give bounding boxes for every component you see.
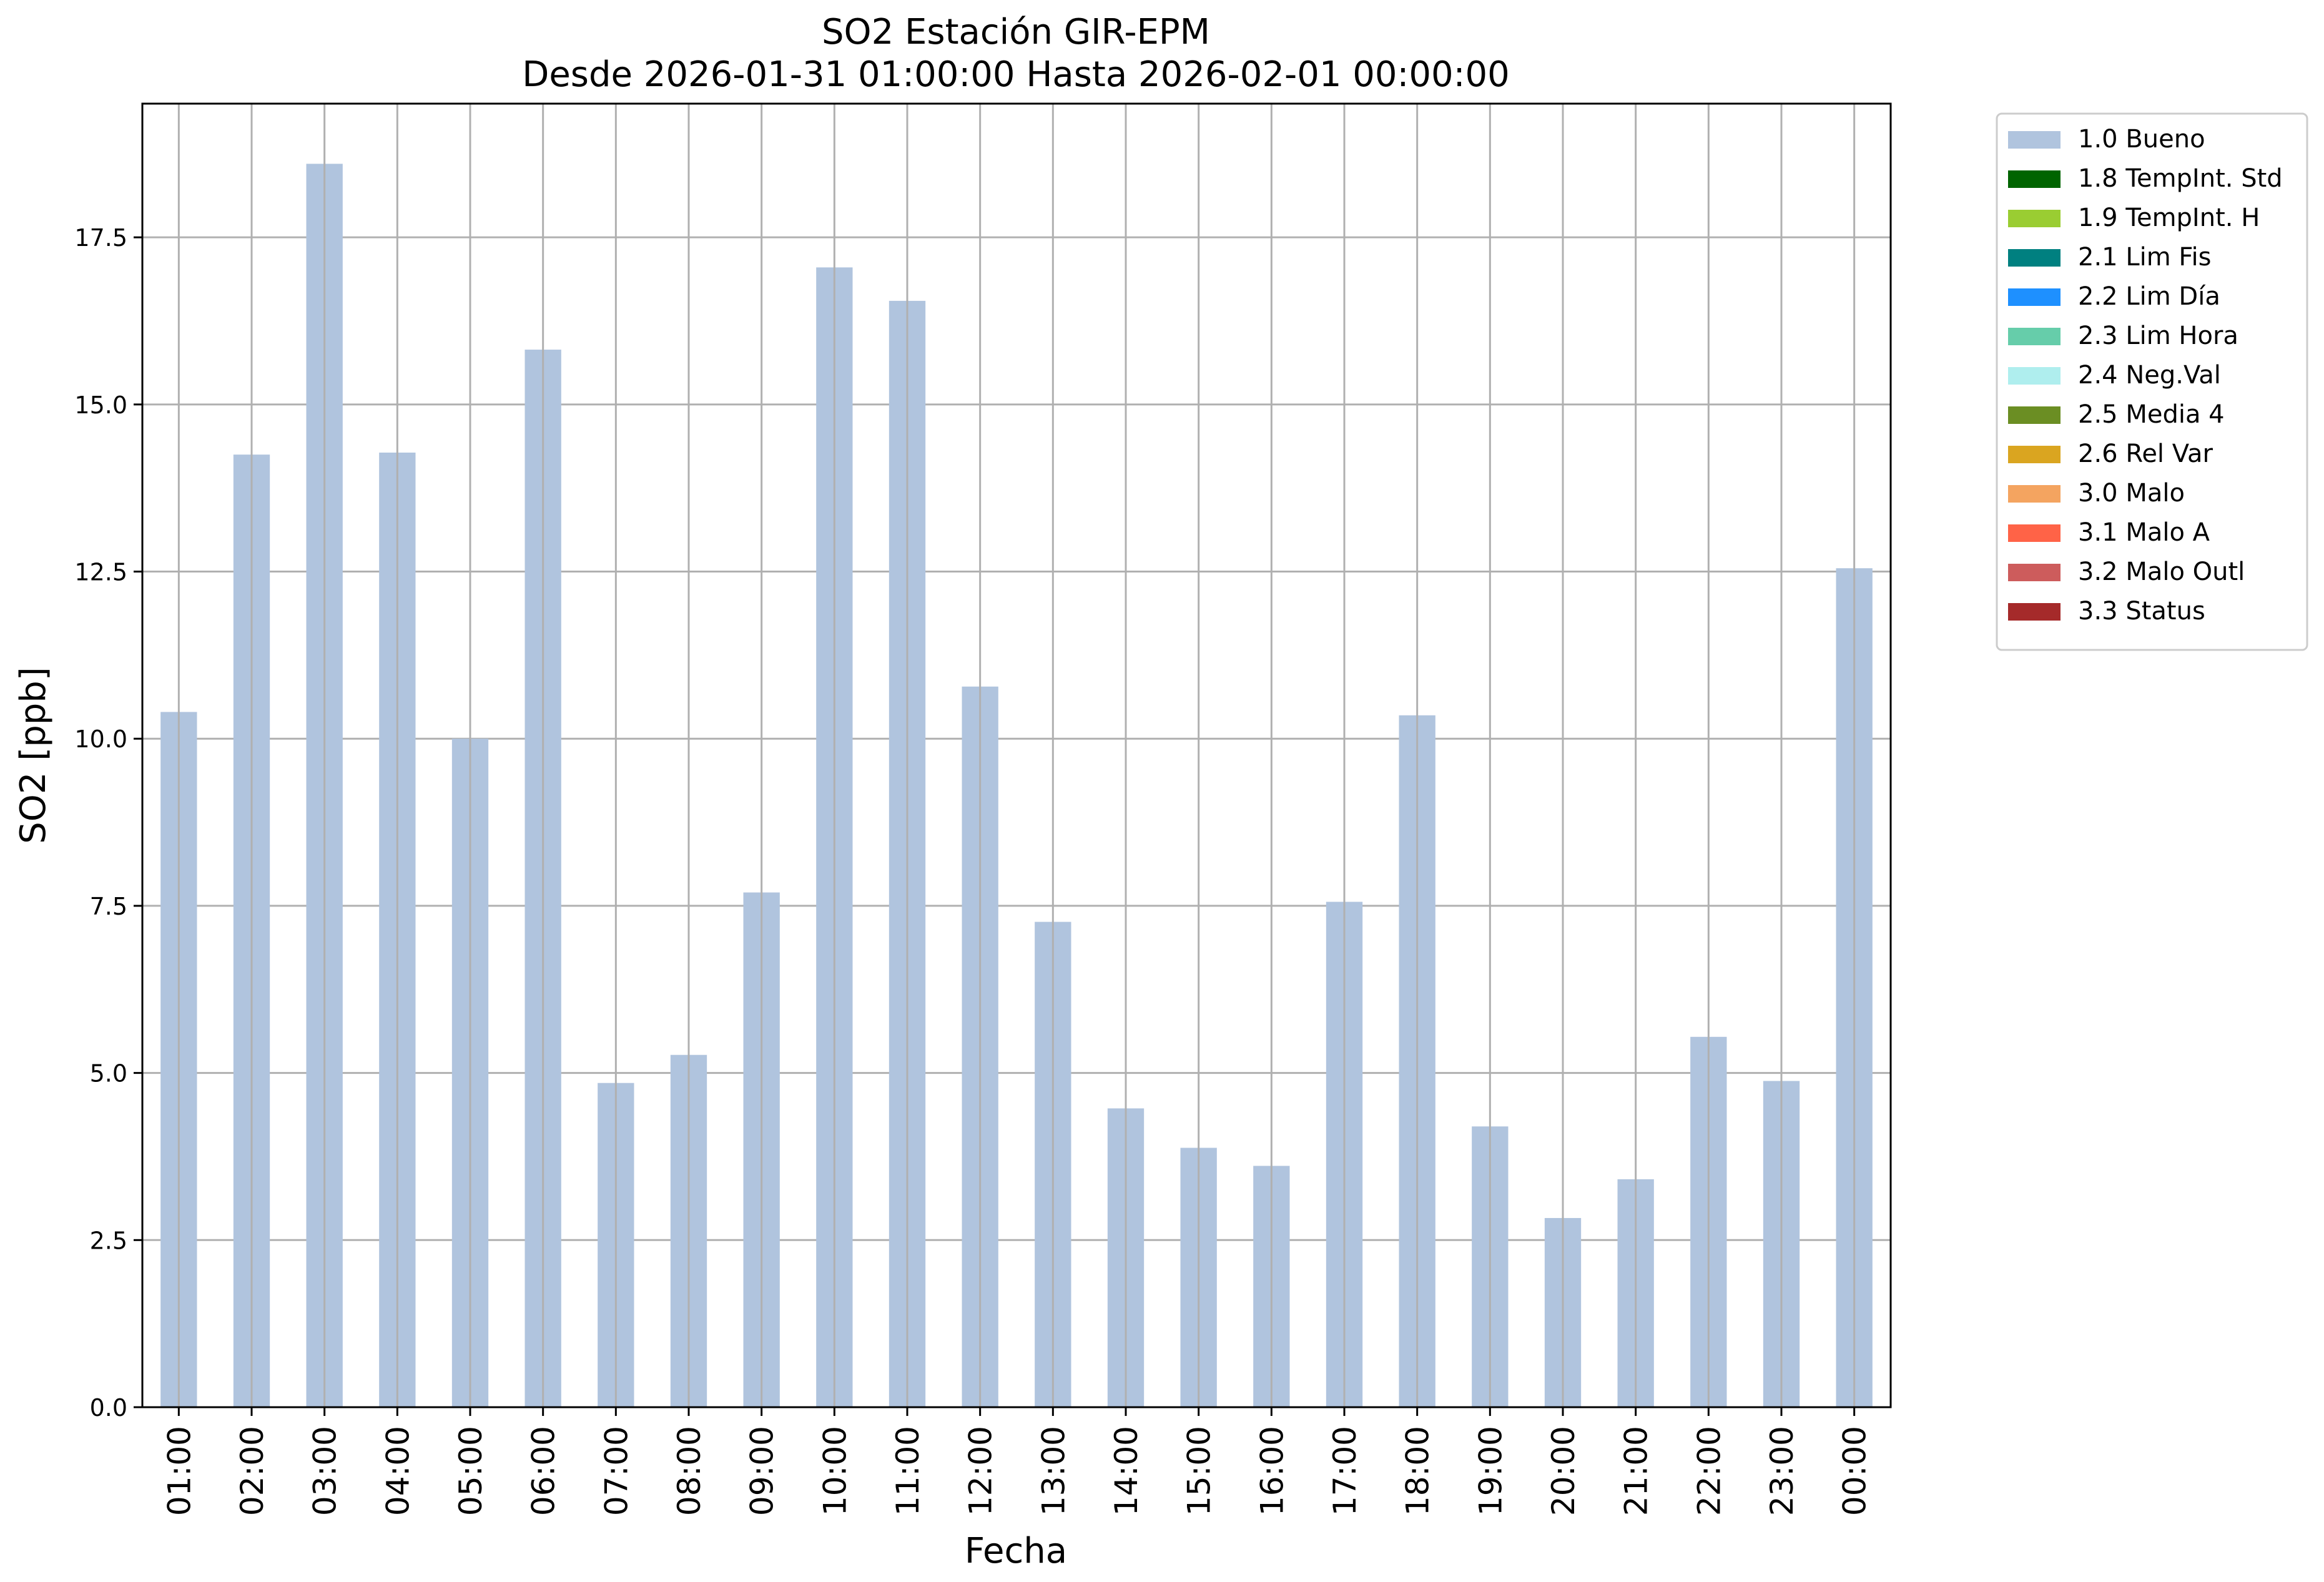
legend-swatch [2008,288,2061,306]
x-tick-label: 22:00 [1691,1426,1727,1516]
legend: 1.0 Bueno 1.8 TempInt. Std 1.9 TempInt. H 2… [1996,112,2308,651]
legend-label: 2.3 Lim Hora [2078,322,2238,350]
x-tick-label: 00:00 [1837,1426,1873,1516]
legend-label: 2.6 Rel Var [2078,440,2213,468]
y-tick-label: 5.0 [90,1060,127,1088]
legend-swatch [2008,406,2061,424]
x-tick-label: 07:00 [598,1426,634,1516]
x-tick-label: 13:00 [1035,1426,1071,1516]
legend-swatch [2008,170,2061,188]
legend-swatch [2008,210,2061,227]
x-tick-label: 15:00 [1181,1426,1218,1516]
y-tick-label: 17.5 [74,224,127,252]
y-tick-label: 12.5 [74,559,127,586]
y-tick-label: 15.0 [74,391,127,419]
x-tick-label: 08:00 [671,1426,707,1516]
legend-swatch [2008,485,2061,503]
bars [160,164,1873,1408]
legend-swatch [2008,446,2061,463]
x-tick-label: 18:00 [1400,1426,1436,1516]
legend-swatch [2008,131,2061,149]
x-tick-label: 20:00 [1545,1426,1582,1516]
legend-label: 2.4 Neg.Val [2078,361,2221,390]
x-tick-label: 16:00 [1254,1426,1290,1516]
legend-label: 1.8 TempInt. Std [2078,164,2283,193]
grid-lines [142,236,1891,1408]
legend-swatch [2008,328,2061,345]
y-tick-label: 10.0 [74,725,127,753]
legend-label: 3.1 Malo A [2078,518,2210,547]
x-tick-label: 14:00 [1108,1426,1145,1516]
x-tick-label: 10:00 [817,1426,853,1516]
y-axis-label: SO2 [ppb] [13,667,54,843]
chart-title: SO2 Estación GIR-EPM [822,12,1210,52]
y-tick-label: 7.5 [90,893,127,920]
legend-swatch [2008,524,2061,542]
x-tick-label: 01:00 [161,1426,197,1516]
y-axis-ticks: 0.0 2.5 5.0 7.5 10.0 12.5 15.0 17.5 [74,224,142,1422]
legend-label: 1.9 TempInt. H [2078,204,2260,232]
x-tick-label: 03:00 [307,1426,343,1516]
plot-frame [141,102,1892,1408]
x-tick-label: 02:00 [234,1426,270,1516]
legend-box [1996,112,2308,651]
legend-label: 2.2 Lim Día [2078,282,2220,311]
y-tick-label: 2.5 [90,1227,127,1254]
x-tick-label: 19:00 [1472,1426,1509,1516]
chart-subtitle: Desde 2026-01-31 01:00:00 Hasta 2026-02-… [522,54,1510,95]
x-tick-label: 06:00 [526,1426,562,1516]
x-tick-label: 21:00 [1618,1426,1655,1516]
legend-label: 2.1 Lim Fis [2078,243,2211,272]
legend-swatch [2008,249,2061,267]
x-tick-label: 11:00 [890,1426,926,1516]
y-tick-label: 0.0 [90,1394,127,1422]
legend-swatch [2008,603,2061,621]
x-tick-label: 09:00 [744,1426,780,1516]
legend-label: 3.3 Status [2078,597,2205,626]
legend-swatch [2008,367,2061,385]
legend-label: 3.0 Malo [2078,479,2185,508]
x-tick-label: 04:00 [380,1426,416,1516]
legend-label: 1.0 Bueno [2078,125,2205,154]
x-tick-label: 05:00 [453,1426,489,1516]
legend-label: 2.5 Media 4 [2078,400,2225,429]
x-tick-label: 17:00 [1327,1426,1363,1516]
legend-swatch [2008,564,2061,581]
x-axis-label: Fecha [965,1531,1067,1571]
x-axis-ticks: 01:00 02:00 03:00 04:00 05:00 06:00 07:00 08:00… [161,1407,1873,1516]
vertical-grid-lines [177,104,1856,1407]
x-tick-label: 23:00 [1764,1426,1800,1516]
x-tick-label: 12:00 [963,1426,999,1516]
legend-label: 3.2 Malo Outl [2078,558,2245,586]
